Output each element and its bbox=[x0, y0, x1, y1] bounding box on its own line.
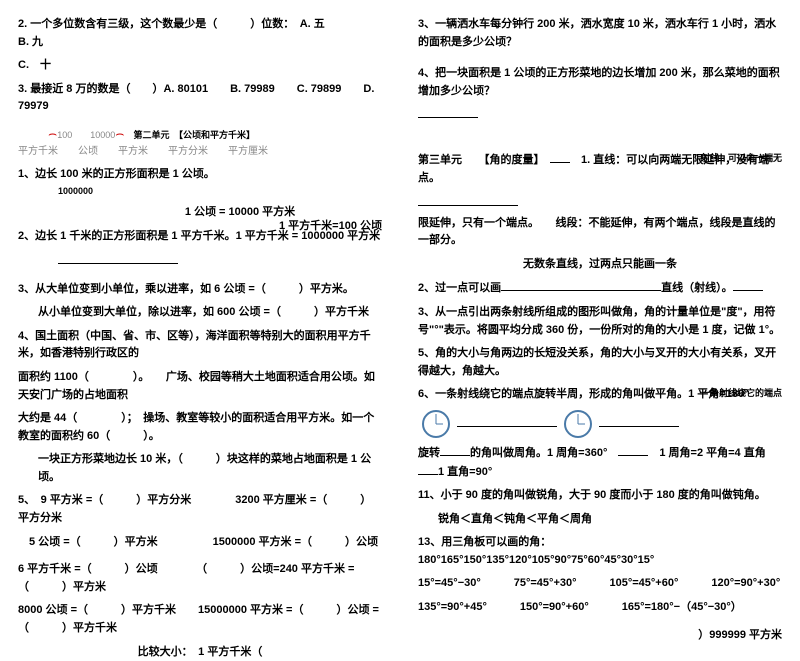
p6c: 比较大小： 1 平方千米（ bbox=[18, 644, 382, 661]
u3-calc2: 135°=90°+45° 150°=90°+60° 165°=180°−（45°… bbox=[418, 599, 782, 617]
p4: 4、国土面积（中国、省、市、区等），海洋面积等特别大的面积用平方千米，如香港特别… bbox=[18, 328, 382, 363]
clock-row bbox=[418, 410, 782, 438]
u3-rot: 旋转的角叫做周角。1 周角=360° 1 周角=2 平角=4 直角 1 直角=9… bbox=[418, 444, 782, 481]
u3-end: ）999999 平方米 bbox=[418, 627, 782, 645]
u3-2: 2、过一点可以画直线（射线）。 bbox=[418, 279, 782, 298]
p5: 5、 9 平方米 =（ ）平方分米 3200 平方厘米 =（ ）平方分米 bbox=[18, 492, 382, 527]
rq4: 4、把一块面积是 1 公顷的正方形菜地的边长增加 200 米，那么菜地的面积增加… bbox=[418, 65, 782, 100]
p6b: 8000 公顷 =（ ）平方千米 15000000 平方米 =（ ）公顷 =（ … bbox=[18, 602, 382, 637]
u3-calc1: 15°=45°−30° 75°=45°+30° 105°=45°+60° 120… bbox=[418, 575, 782, 593]
u3-3: 3、从一点引出两条射线所组成的图形叫做角，角的计量单位是"度"，用符号"°"表示… bbox=[418, 304, 782, 339]
p5b: 5 公顷 =（ ）平方米 1500000 平方米 =（ ）公顷 bbox=[18, 534, 382, 552]
u3-order: 锐角＜直角＜钝角＜平角＜周角 bbox=[438, 511, 782, 529]
u3-6: 6、一条射线绕它的端点旋转半周，形成的角叫做平角。1 平角=180° 一条射线绕… bbox=[418, 386, 782, 404]
p3b: 从小单位变到大单位，除以进率，如 600 公顷 =（ ）平方千米 bbox=[38, 304, 382, 322]
u3-1c: 无数条直线，过两点只能画一条 bbox=[418, 256, 782, 274]
clock-icon-2 bbox=[564, 410, 592, 438]
unit-row: 平方千米 公顷 平方米 平方分米 平方厘米 bbox=[18, 144, 382, 160]
blank2 bbox=[418, 194, 518, 206]
u3: 第三单元 【角的度量】 1. 直线：可以向两端无限延伸，没有端点。 射线：可以向… bbox=[418, 151, 782, 187]
unit-diagram: ⌢100 10000⌢ 第二单元 【公顷和平方千米】 平方千米 公顷 平方米 平… bbox=[18, 122, 382, 160]
p1: 1、边长 100 米的正方形面积是 1 公顷。 1000000 bbox=[18, 166, 382, 198]
p4b: 面积约 1100（ ）。 广场、校园等稍大土地面积适合用公顷。如天安门广场的占地… bbox=[18, 369, 382, 404]
p4d: 一块正方形菜地边长 10 米，（ ）块这样的菜地占地面积是 1 公顷。 bbox=[38, 451, 382, 486]
u3-1b: 限延伸，只有一个端点。 线段：不能延伸，有两个端点，线段是直线的一部分。 bbox=[418, 215, 782, 250]
rq3: 3、一辆洒水车每分钟行 200 米，洒水宽度 10 米，洒水车行 1 小时，洒水… bbox=[418, 16, 782, 51]
q2c: C. 十 bbox=[18, 57, 382, 75]
p4c: 大约是 44（ ）； 操场、教室等较小的面积适合用平方米。如一个教室的面积约 6… bbox=[18, 410, 382, 445]
u3-11: 11、小于 90 度的角叫做锐角，大于 90 度而小于 180 度的角叫做钝角。 bbox=[418, 487, 782, 505]
clock-icon bbox=[422, 410, 450, 438]
q3: 3. 最接近 8 万的数是（ ）A. 80101 B. 79989 C. 798… bbox=[18, 81, 382, 116]
q2: 2. 一个多位数含有三级，这个数最少是（ ）位数： A. 五 B. 九 bbox=[18, 16, 382, 51]
blank-line bbox=[58, 252, 178, 264]
p6: 6 平方千米 =（ ）公顷 （ ）公顷=240 平方千米 =（ ）平方米 bbox=[18, 561, 382, 596]
blank bbox=[418, 106, 478, 118]
u3-13: 13、用三角板可以画的角：180°165°150°135°120°105°90°… bbox=[418, 534, 782, 569]
u3-5: 5、角的大小与角两边的长短没关系，角的大小与叉开的大小有关系，叉开得越大，角越大… bbox=[418, 345, 782, 380]
p1-right: 1 公顷 = 10000 平方米 1 平方千米=100 公顷 bbox=[18, 204, 382, 222]
p3: 3、从大单位变到小单位，乘以进率，如 6 公顷 =（ ）平方米。 bbox=[18, 281, 382, 299]
